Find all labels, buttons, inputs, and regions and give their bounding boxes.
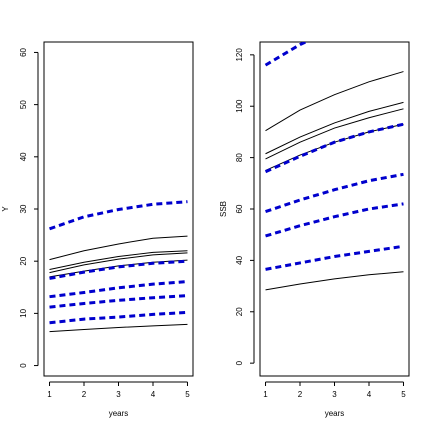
series-line-dashed-8 xyxy=(265,202,404,238)
y-tick-label: 10 xyxy=(19,308,28,317)
y-tick-label: 30 xyxy=(19,204,28,213)
series-line-solid-4 xyxy=(265,271,404,291)
y-tick-label: 0 xyxy=(19,363,28,368)
y-tick-label: 100 xyxy=(235,99,244,113)
x-tick-label: 3 xyxy=(116,390,121,399)
y-tick-label: 20 xyxy=(235,307,244,316)
x-tick-label: 2 xyxy=(298,390,303,399)
series-line-dashed-6 xyxy=(49,259,188,280)
series-line-dashed-5 xyxy=(264,42,310,67)
y-tick-label: 20 xyxy=(19,256,28,265)
y-tick-label: 40 xyxy=(19,152,28,161)
panel-ssb: 1 2 3 4 5 0 20 40 60 80 100 120 years SSB xyxy=(219,41,410,418)
x-tick-label: 1 xyxy=(47,390,52,399)
series-group xyxy=(49,200,188,333)
series-line-solid-1 xyxy=(49,250,188,271)
y-axis-title: Y xyxy=(1,206,10,212)
series-line-solid-1 xyxy=(265,101,404,155)
series-line-dashed-5 xyxy=(49,200,188,231)
series-line-solid-2 xyxy=(49,252,188,274)
x-tick-label: 5 xyxy=(185,390,190,399)
x-tick-label: 4 xyxy=(367,390,372,399)
y-tick-label: 120 xyxy=(235,48,244,62)
y-tick-label: 50 xyxy=(19,100,28,109)
x-axis-title: years xyxy=(325,409,345,418)
series-group xyxy=(264,42,404,291)
series-line-dashed-9 xyxy=(265,244,404,271)
series-line-dashed-6 xyxy=(264,122,404,174)
plot-frame xyxy=(43,41,194,377)
y-tick-label: 80 xyxy=(235,153,244,162)
x-tick-label: 5 xyxy=(401,390,406,399)
series-line-solid-4 xyxy=(49,323,188,333)
series-line-solid-0 xyxy=(265,71,404,132)
y-axis-title: SSB xyxy=(219,201,228,217)
series-line-solid-0 xyxy=(49,235,188,261)
x-tick-label: 1 xyxy=(263,390,268,399)
plot-frame xyxy=(259,41,410,377)
series-line-dashed-7 xyxy=(49,280,188,299)
y-tick-label: 60 xyxy=(19,47,28,56)
x-tick-label: 3 xyxy=(332,390,337,399)
series-line-solid-2 xyxy=(265,108,404,160)
y-tick-label: 40 xyxy=(235,255,244,264)
y-tick-label: 0 xyxy=(235,360,244,365)
x-tick-label: 2 xyxy=(82,390,87,399)
x-axis-title: years xyxy=(109,409,129,418)
x-tick-label: 4 xyxy=(151,390,156,399)
y-tick-label: 60 xyxy=(235,204,244,213)
series-line-dashed-9 xyxy=(49,310,188,325)
series-line-dashed-8 xyxy=(49,294,188,309)
series-line-dashed-7 xyxy=(265,172,404,213)
